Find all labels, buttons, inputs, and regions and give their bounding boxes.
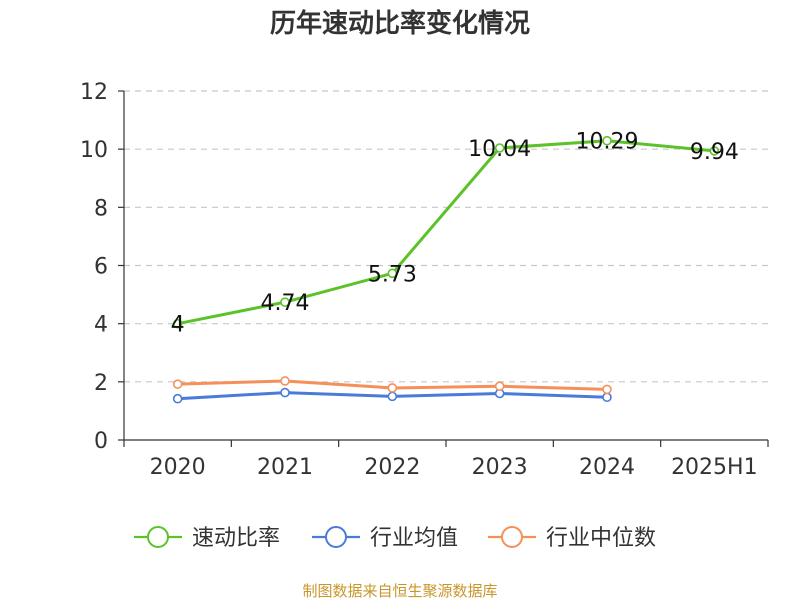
y-tick-label: 12	[80, 80, 108, 105]
data-label: 4.74	[261, 291, 310, 316]
legend-marker	[501, 526, 523, 548]
data-point	[602, 384, 612, 395]
x-tick-label: 2020	[150, 455, 206, 480]
y-tick-label: 10	[80, 138, 108, 163]
source-note: 制图数据来自恒生聚源数据库	[302, 582, 497, 600]
series-line	[176, 139, 716, 326]
y-tick-label: 8	[94, 196, 108, 221]
data-point	[280, 376, 290, 386]
y-tick-label: 6	[94, 255, 108, 280]
axis-layer: 0 2 4 6 8 10 12 2020 2021 2022 2023 2024 2025H1	[80, 80, 769, 480]
x-tick-label: 2022	[364, 455, 420, 480]
x-tick-label: 2021	[257, 455, 313, 480]
y-tick-label: 4	[94, 313, 108, 338]
chart-title: 历年速动比率变化情况	[270, 8, 530, 39]
data-point	[280, 297, 290, 307]
data-label: 9.94	[690, 140, 739, 165]
y-tick-label: 0	[94, 429, 108, 454]
data-point	[387, 391, 398, 402]
grid-layer	[124, 90, 768, 383]
legend: 速动比率 行业均值 行业中位数	[134, 526, 656, 551]
data-point	[172, 393, 183, 404]
data-point	[387, 383, 398, 393]
data-point	[172, 318, 183, 329]
data-label: 5.73	[368, 262, 417, 287]
x-tick-label: 2023	[472, 455, 528, 480]
data-point	[280, 387, 290, 398]
data-point	[494, 381, 505, 391]
data-point	[602, 135, 612, 146]
data-point	[709, 146, 720, 156]
data-label-layer: 4 4.74 5.73 10.04 10.29 9.94	[171, 130, 739, 338]
y-tick-label: 2	[94, 371, 108, 396]
legend-label: 行业均值	[370, 526, 458, 551]
data-point	[387, 268, 398, 279]
legend-marker	[325, 526, 347, 548]
data-label: 10.04	[468, 137, 531, 162]
data-point	[172, 379, 183, 389]
x-tick-label: 2024	[579, 455, 635, 480]
data-label: 4	[171, 313, 185, 338]
data-point	[494, 143, 505, 153]
x-tick-label: 2025H1	[671, 455, 758, 480]
legend-label: 行业中位数	[546, 526, 656, 551]
data-point	[602, 392, 612, 403]
data-label: 10.29	[576, 130, 639, 155]
legend-label: 速动比率	[192, 526, 280, 551]
series-layer	[172, 135, 720, 404]
legend-marker	[147, 526, 169, 548]
